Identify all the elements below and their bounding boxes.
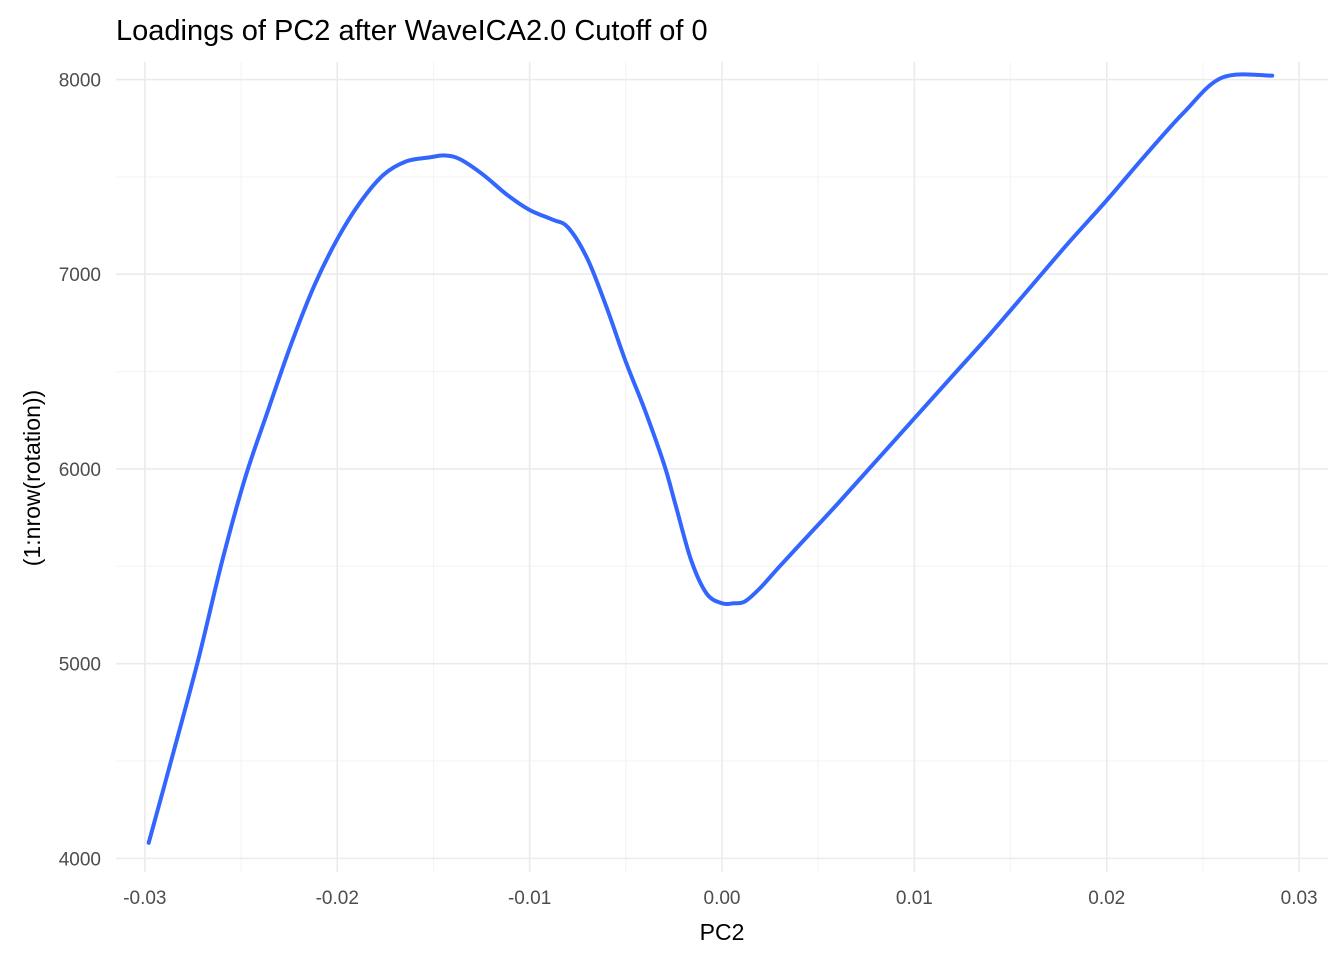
x-axis-title: PC2 bbox=[700, 919, 745, 945]
x-tick-label: 0.03 bbox=[1281, 888, 1318, 909]
y-tick-label: 4000 bbox=[59, 849, 101, 870]
chart-title: Loadings of PC2 after WaveICA2.0 Cutoff … bbox=[116, 15, 708, 47]
series-line bbox=[146, 72, 1275, 845]
major-gridlines bbox=[116, 62, 1328, 872]
y-tick-label: 7000 bbox=[59, 265, 101, 286]
x-tick-label: -0.02 bbox=[316, 888, 359, 909]
y-tick-label: 5000 bbox=[59, 655, 101, 676]
y-axis-tick-labels: 4000 5000 6000 7000 8000 bbox=[59, 71, 101, 871]
x-tick-label: 0.00 bbox=[704, 888, 741, 909]
y-tick-label: 6000 bbox=[59, 460, 101, 481]
x-tick-label: 0.01 bbox=[896, 888, 933, 909]
y-tick-label: 8000 bbox=[59, 71, 101, 92]
x-tick-label: 0.02 bbox=[1088, 888, 1125, 909]
x-axis-tick-labels: -0.03 -0.02 -0.01 0.00 0.01 0.02 0.03 bbox=[123, 888, 1317, 909]
y-axis-title: (1:nrow(rotation)) bbox=[19, 390, 45, 566]
x-tick-label: -0.01 bbox=[508, 888, 551, 909]
x-tick-label: -0.03 bbox=[123, 888, 166, 909]
